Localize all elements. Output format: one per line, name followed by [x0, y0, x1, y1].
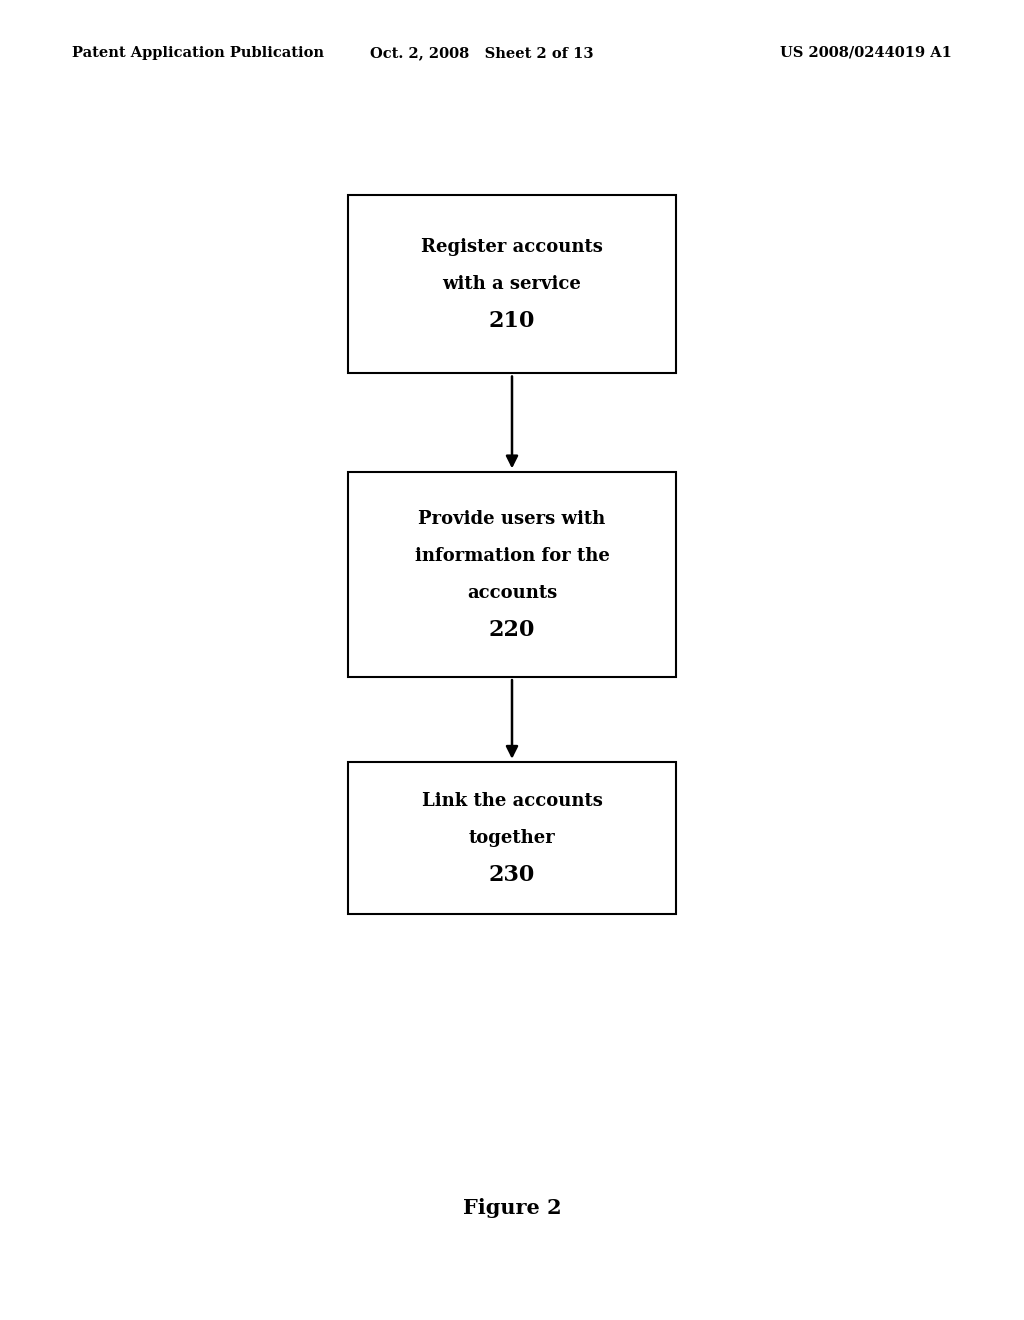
Text: US 2008/0244019 A1: US 2008/0244019 A1	[780, 46, 952, 59]
Text: Provide users with: Provide users with	[419, 510, 605, 528]
Text: accounts: accounts	[467, 583, 557, 602]
FancyBboxPatch shape	[348, 763, 676, 913]
Text: 220: 220	[488, 619, 536, 640]
Text: 210: 210	[488, 310, 536, 331]
Text: Patent Application Publication: Patent Application Publication	[72, 46, 324, 59]
FancyBboxPatch shape	[348, 195, 676, 372]
Text: Oct. 2, 2008   Sheet 2 of 13: Oct. 2, 2008 Sheet 2 of 13	[370, 46, 593, 59]
Text: together: together	[469, 829, 555, 847]
Text: information for the: information for the	[415, 546, 609, 565]
FancyBboxPatch shape	[348, 473, 676, 677]
Text: 230: 230	[488, 865, 536, 886]
Text: Figure 2: Figure 2	[463, 1197, 561, 1218]
Text: Link the accounts: Link the accounts	[422, 792, 602, 810]
Text: with a service: with a service	[442, 275, 582, 293]
Text: Register accounts: Register accounts	[421, 238, 603, 256]
